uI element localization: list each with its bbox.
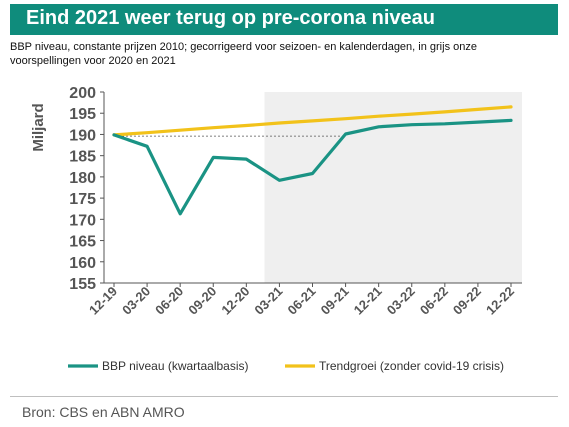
- x-tick-label: 03-21: [251, 284, 285, 318]
- x-tick-label: 09-20: [185, 284, 219, 318]
- x-tick-label: 09-22: [450, 284, 484, 318]
- y-tick-label: 160: [69, 255, 96, 272]
- y-tick-label: 200: [69, 85, 96, 102]
- y-axis-title: Miljard: [30, 103, 47, 151]
- x-tick-label: 06-22: [417, 284, 451, 318]
- chart-title: Eind 2021 weer terug op pre-corona nivea…: [26, 7, 436, 29]
- gdp-line-chart: 155 160 165 170 175 180 185 190 195 200 Miljard 12-…: [30, 85, 522, 373]
- forecast-shading: [264, 92, 522, 283]
- title-bar: Eind 2021 weer terug op pre-corona nivea…: [10, 4, 558, 35]
- y-tick-label: 155: [69, 276, 96, 293]
- x-tick-label: 03-20: [119, 284, 153, 318]
- y-tick-label: 175: [69, 191, 96, 208]
- x-tick-label: 12-21: [351, 284, 385, 318]
- series-line-bbp: [112, 118, 513, 216]
- chart-subtitle: BBP niveau, constante prijzen 2010; geco…: [10, 41, 477, 67]
- y-tick-label: 195: [69, 106, 96, 123]
- y-tick-label: 185: [69, 149, 96, 166]
- source-divider: [10, 396, 558, 397]
- x-tick-label: 06-20: [152, 284, 186, 318]
- source-note: Bron: CBS en ABN AMRO: [22, 404, 185, 420]
- x-tick-label: 09-21: [318, 284, 352, 318]
- y-tick-label: 170: [69, 212, 96, 229]
- legend-label: BBP niveau (kwartaalbasis): [102, 359, 249, 373]
- series-line-trend: [112, 105, 513, 137]
- x-tick-label: 12-22: [483, 284, 517, 318]
- x-tick-label: 03-22: [384, 284, 418, 318]
- x-tick-label: 06-21: [285, 284, 319, 318]
- y-tick-label: 190: [69, 127, 96, 144]
- y-tick-label: 165: [69, 234, 96, 251]
- legend-label: Trendgroei (zonder covid-19 crisis): [319, 359, 504, 373]
- x-tick-label: 12-20: [218, 284, 252, 318]
- y-tick-label: 180: [69, 170, 96, 187]
